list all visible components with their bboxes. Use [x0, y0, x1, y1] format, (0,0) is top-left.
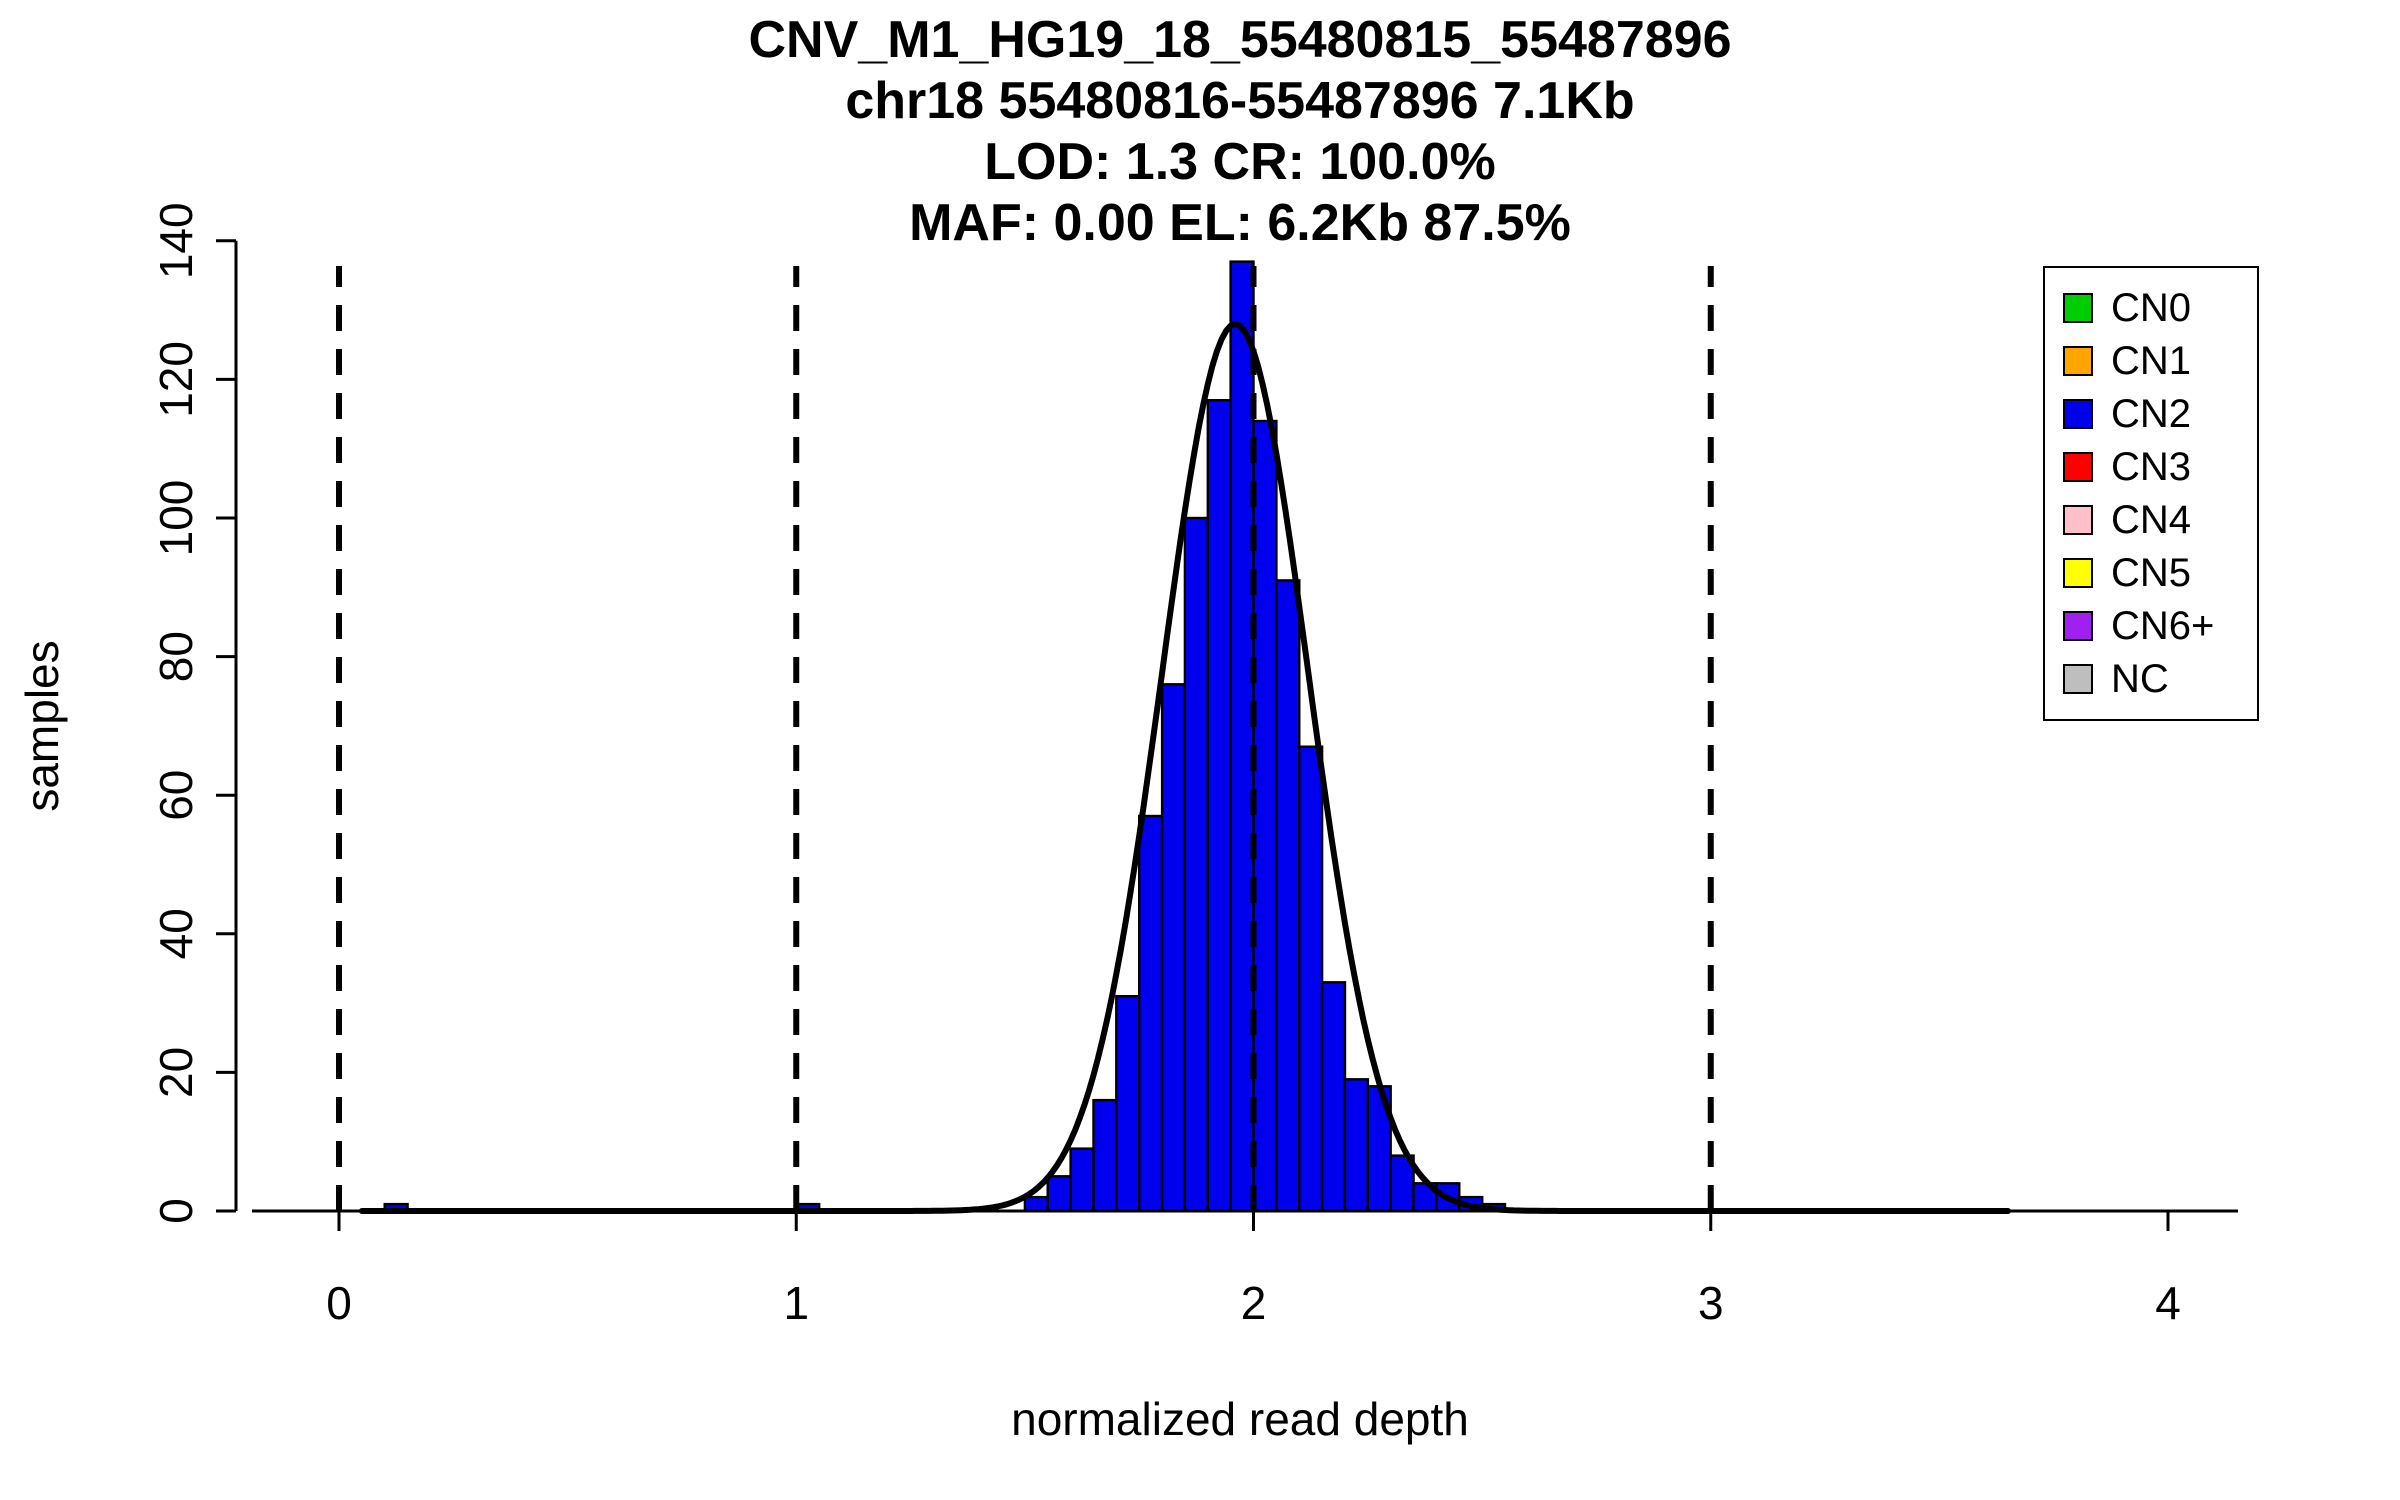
legend-label: CN6+ — [2111, 604, 2215, 648]
y-tick-label: 20 — [150, 1047, 202, 1098]
legend-swatch-cn2 — [2063, 399, 2093, 429]
histogram-bar — [1046, 1175, 1072, 1213]
legend-item-cn6plus: CN6+ — [2063, 604, 2257, 648]
histogram-bar — [1023, 1195, 1050, 1213]
x-tick-label: 4 — [2155, 1277, 2181, 1329]
y-tick-label: 140 — [150, 202, 202, 279]
histogram-bar — [1252, 419, 1278, 1213]
legend-swatch-cn1 — [2063, 346, 2093, 376]
y-tick-label: 100 — [150, 480, 202, 557]
histogram-bar — [1320, 981, 1347, 1213]
histogram-bar — [1206, 399, 1232, 1213]
histogram-bar — [1275, 579, 1301, 1213]
title-line-3: LOD: 1.3 CR: 100.0% — [984, 133, 1496, 191]
legend-item-cn0: CN0 — [2063, 286, 2257, 330]
legend-label: CN2 — [2111, 392, 2192, 436]
histogram-bar — [1160, 683, 1187, 1213]
legend-swatch-cn0 — [2063, 293, 2093, 323]
histogram-bar — [1115, 995, 1141, 1213]
legend-swatch-cn4 — [2063, 505, 2093, 535]
title-line-2: chr18 55480816-55487896 7.1Kb — [845, 72, 1635, 130]
title-line-1: CNV_M1_HG19_18_55480815_55487896 — [748, 11, 1732, 69]
legend-label: CN5 — [2111, 551, 2192, 595]
y-tick-label: 40 — [150, 908, 202, 959]
x-tick-label: 1 — [783, 1277, 809, 1329]
x-axis-label: normalized read depth — [1011, 1393, 1469, 1445]
legend-swatch-nc — [2063, 664, 2093, 694]
legend-swatch-cn5 — [2063, 558, 2093, 588]
legend-label: CN3 — [2111, 445, 2192, 489]
histogram-bar — [1229, 260, 1255, 1213]
x-tick-label: 2 — [1241, 1277, 1267, 1329]
histogram-bar — [1069, 1147, 1095, 1213]
legend-swatch-cn6plus — [2063, 611, 2093, 641]
legend-label: CN1 — [2111, 339, 2192, 383]
legend-label: CN0 — [2111, 286, 2192, 330]
legend-swatch-cn3 — [2063, 452, 2093, 482]
histogram-bar — [1343, 1078, 1370, 1213]
y-tick-label: 120 — [150, 341, 202, 418]
chart-title-block: CNV_M1_HG19_18_55480815_55487896 chr18 5… — [90, 10, 2390, 254]
legend-item-nc: NC — [2063, 657, 2257, 701]
y-axis-label: samples — [16, 640, 68, 812]
x-tick-label: 0 — [326, 1277, 352, 1329]
legend-item-cn4: CN4 — [2063, 498, 2257, 542]
title-line-4: MAF: 0.00 EL: 6.2Kb 87.5% — [909, 194, 1571, 252]
histogram-bar — [1183, 516, 1210, 1213]
x-tick-label: 3 — [1698, 1277, 1724, 1329]
y-tick-label: 80 — [150, 631, 202, 682]
legend-label: CN4 — [2111, 498, 2192, 542]
y-tick-label: 0 — [150, 1198, 202, 1224]
legend: CN0 CN1 CN2 CN3 CN4 CN5 CN6+ NC — [2043, 266, 2259, 721]
legend-item-cn2: CN2 — [2063, 392, 2257, 436]
legend-label: NC — [2111, 657, 2169, 701]
legend-item-cn5: CN5 — [2063, 551, 2257, 595]
histogram-bar — [1137, 814, 1164, 1213]
histogram-bar — [1297, 745, 1324, 1213]
y-tick-label: 60 — [150, 770, 202, 821]
legend-item-cn3: CN3 — [2063, 445, 2257, 489]
legend-item-cn1: CN1 — [2063, 339, 2257, 383]
histogram-bar — [1092, 1098, 1118, 1213]
